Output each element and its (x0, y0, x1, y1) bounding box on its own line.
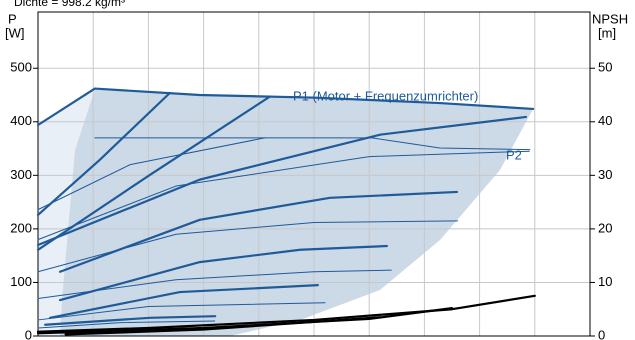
plot-area (33, 11, 595, 337)
curve (58, 244, 388, 302)
y2-tick-label: 0 (598, 327, 605, 340)
curve (36, 294, 536, 333)
curve (37, 150, 530, 241)
curve (36, 115, 528, 247)
curve (44, 315, 217, 326)
curve (36, 91, 172, 217)
y-tick-label: 0 (25, 327, 32, 340)
y-tick-label: 100 (10, 274, 32, 289)
y2-tick-label: 20 (598, 220, 612, 235)
curve (37, 302, 326, 321)
region-light (38, 89, 95, 336)
y-axis-unit: [W] (5, 25, 25, 40)
y-axis-label: P (8, 11, 17, 26)
y2-tick-label: 10 (598, 274, 612, 289)
curve (37, 320, 216, 329)
curve (94, 137, 531, 151)
curve (37, 220, 459, 273)
region-operating (60, 89, 533, 336)
curve (37, 137, 266, 211)
annotation: P2 (506, 147, 522, 162)
annotation: P1 (Motor + Frequenzumrichter) (293, 88, 478, 103)
curve (64, 316, 382, 336)
y-tick-label: 500 (10, 60, 32, 75)
curve (36, 87, 535, 127)
curve (49, 284, 319, 319)
curve (58, 190, 459, 273)
y2-axis-unit: [m] (598, 25, 616, 40)
y2-tick-label: 40 (598, 113, 612, 128)
y-tick-label: 300 (10, 167, 32, 182)
y2-tick-label: 30 (598, 167, 612, 182)
curve (37, 269, 392, 300)
plot-frame (37, 11, 591, 337)
y2-tick-label: 50 (598, 60, 612, 75)
y-tick-label: 200 (10, 220, 32, 235)
y2-axis-label: NPSH (592, 11, 628, 26)
y-tick-label: 400 (10, 113, 32, 128)
density-note: Dichte = 998.2 kg/m³ (14, 0, 125, 9)
